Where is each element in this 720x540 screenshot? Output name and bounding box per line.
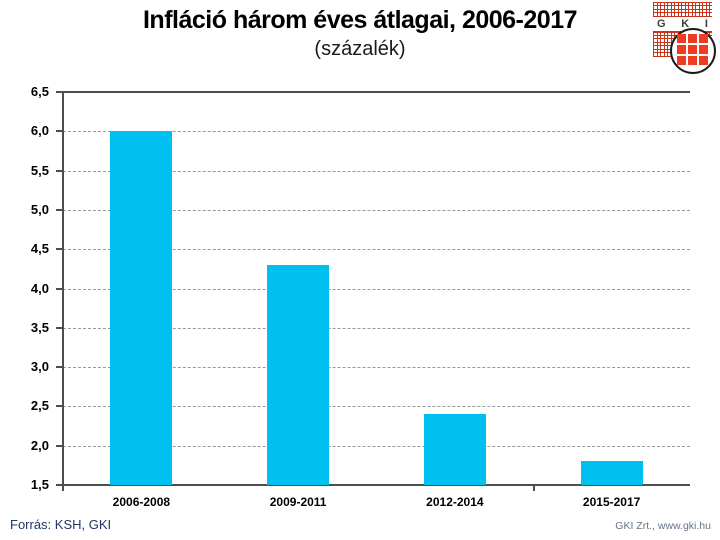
gki-logo-letter-i: I [704,18,708,30]
y-axis-tick [56,287,63,290]
bar [110,131,173,485]
gki-logo-letter-g: G [657,18,666,30]
bar [423,414,486,485]
y-grid-line [63,170,690,172]
y-axis-tick [56,248,63,251]
y-tick-label: 6,0 [30,123,49,139]
gki-logo-icon: G K I [653,2,716,74]
y-grid-line [63,327,690,329]
x-axis-tick [533,485,536,491]
page-title: Infláció három éves átlagai, 2006-2017 [142,6,578,34]
y-grid-line [63,406,690,408]
y-tick-label: 1,5 [30,477,49,492]
y-grid-line [63,367,690,369]
bar [580,461,643,485]
x-axis-line [63,484,690,486]
y-grid-line [63,131,690,133]
source-label: Forrás: KSH, GKI [10,517,112,532]
y-tick-label: 6,5 [30,84,49,99]
chart-subtitle: (százalék) [314,38,406,60]
y-tick-label: 3,0 [30,359,49,375]
y-grid-line [63,249,690,251]
bar-chart-plot: 6,5 6,0 5,5 5,0 4,5 4,0 3,5 3,0 2,5 2,0 1,5 2006-20… [31,84,690,509]
x-category-label: 2009-2011 [269,495,327,509]
y-axis-tick [56,130,63,133]
gki-logo-circle [670,28,716,74]
y-tick-label: 4,0 [30,280,49,296]
y-axis-line [62,92,64,491]
y-tick-label: 4,5 [30,241,49,257]
x-category-label: 2012-2014 [426,495,484,509]
plot-top-line [63,91,690,93]
gki-logo-squares [677,34,708,65]
y-axis-tick [56,326,63,329]
x-category-label: 2006-2008 [112,495,171,509]
y-axis-tick [56,366,63,369]
y-axis-tick [56,169,63,172]
y-axis-tick [56,405,63,408]
y-axis-tick [56,484,63,486]
y-grid-line [63,445,690,447]
y-axis-tick [56,91,63,93]
credit-label: GKI Zrt., www.gki.hu [615,520,711,532]
y-tick-label: 5,0 [30,201,49,217]
y-tick-label: 2,0 [30,437,49,453]
gki-logo-letter-k: K [681,18,690,30]
y-tick-label: 5,5 [30,162,49,178]
y-tick-label: 3,5 [30,319,49,335]
y-axis-tick [56,208,63,211]
y-tick-label: 2,5 [30,398,49,414]
y-grid-line [63,209,690,211]
y-grid-line [63,288,690,290]
x-category-label: 2015-2017 [582,495,641,509]
bar [267,264,330,485]
gki-logo-top-band [653,2,712,17]
y-axis-tick [56,444,63,447]
